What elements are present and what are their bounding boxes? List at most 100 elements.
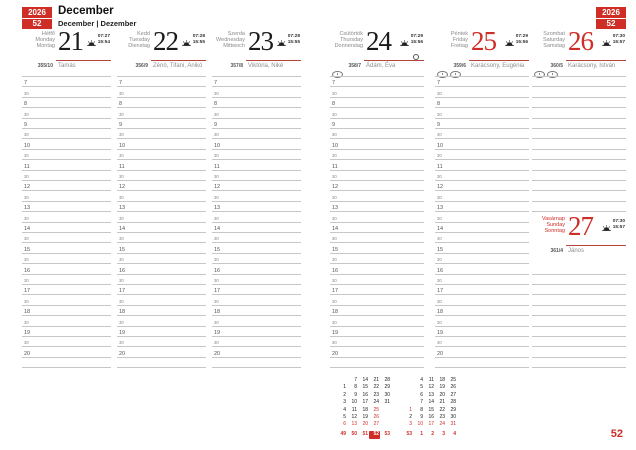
schedule-line[interactable]	[117, 252, 206, 254]
schedule-line[interactable]	[22, 86, 111, 88]
schedule-line[interactable]	[212, 148, 301, 150]
schedule-line[interactable]	[22, 263, 111, 265]
schedule-line[interactable]	[330, 148, 424, 150]
schedule-line[interactable]	[212, 159, 301, 161]
schedule-line[interactable]	[532, 190, 626, 192]
schedule-line[interactable]	[117, 273, 206, 275]
schedule-line[interactable]	[330, 180, 424, 181]
schedule-line[interactable]	[212, 96, 301, 98]
schedule-line[interactable]	[532, 128, 626, 129]
schedule-line[interactable]	[117, 148, 206, 150]
schedule-line[interactable]	[330, 138, 424, 140]
schedule-line[interactable]	[22, 117, 111, 119]
schedule-line[interactable]	[435, 273, 529, 275]
schedule-line[interactable]	[532, 294, 626, 296]
schedule-line[interactable]	[532, 148, 626, 150]
schedule-line[interactable]	[435, 180, 529, 181]
schedule-line[interactable]	[532, 367, 626, 369]
schedule-line[interactable]	[22, 138, 111, 140]
schedule-line[interactable]	[330, 336, 424, 337]
schedule-line[interactable]	[435, 107, 529, 109]
schedule-line[interactable]	[532, 200, 626, 202]
schedule-line[interactable]	[330, 86, 424, 88]
schedule-line[interactable]	[330, 169, 424, 171]
schedule-line[interactable]	[532, 96, 626, 98]
schedule-line[interactable]	[330, 96, 424, 98]
schedule-line[interactable]	[435, 200, 529, 202]
schedule-line[interactable]	[212, 356, 301, 358]
schedule-line[interactable]	[330, 273, 424, 275]
schedule-line[interactable]	[212, 252, 301, 254]
schedule-line[interactable]	[330, 315, 424, 317]
schedule-line[interactable]	[532, 169, 626, 171]
schedule-line[interactable]	[532, 273, 626, 275]
schedule-line[interactable]	[330, 356, 424, 358]
schedule-line[interactable]	[117, 221, 206, 223]
schedule-line[interactable]	[212, 232, 301, 233]
schedule-line[interactable]	[22, 356, 111, 358]
schedule-line[interactable]	[117, 200, 206, 202]
schedule-line[interactable]	[212, 325, 301, 327]
schedule-line[interactable]	[22, 273, 111, 275]
schedule-line[interactable]	[435, 315, 529, 317]
schedule-line[interactable]	[22, 315, 111, 317]
schedule-line[interactable]	[532, 76, 626, 77]
schedule-line[interactable]	[117, 263, 206, 265]
schedule-line[interactable]	[435, 117, 529, 119]
schedule-line[interactable]	[117, 325, 206, 327]
schedule-line[interactable]	[117, 96, 206, 98]
schedule-line[interactable]	[22, 336, 111, 337]
schedule-line[interactable]	[330, 232, 424, 233]
schedule-line[interactable]	[117, 284, 206, 285]
schedule-line[interactable]	[330, 128, 424, 129]
schedule-line[interactable]	[435, 263, 529, 265]
schedule-line[interactable]	[435, 159, 529, 161]
schedule-line[interactable]	[22, 128, 111, 129]
schedule-line[interactable]	[22, 76, 111, 77]
schedule-line[interactable]	[330, 200, 424, 202]
schedule-line[interactable]	[212, 76, 301, 77]
schedule-line[interactable]	[212, 336, 301, 337]
schedule-line[interactable]	[117, 315, 206, 317]
schedule-line[interactable]	[117, 336, 206, 337]
schedule-line[interactable]	[212, 367, 301, 369]
schedule-line[interactable]	[117, 117, 206, 119]
schedule-line[interactable]	[435, 367, 529, 369]
schedule-line[interactable]	[22, 211, 111, 213]
schedule-line[interactable]	[117, 76, 206, 77]
schedule-line[interactable]	[532, 315, 626, 317]
schedule-line[interactable]	[22, 304, 111, 306]
schedule-line[interactable]	[117, 232, 206, 233]
schedule-line[interactable]	[435, 242, 529, 244]
schedule-line[interactable]	[435, 211, 529, 213]
schedule-line[interactable]	[532, 86, 626, 88]
schedule-line[interactable]	[435, 356, 529, 358]
schedule-line[interactable]	[117, 190, 206, 192]
schedule-line[interactable]	[117, 367, 206, 369]
schedule-line[interactable]	[532, 211, 626, 213]
schedule-line[interactable]	[22, 367, 111, 369]
schedule-line[interactable]	[212, 138, 301, 140]
schedule-line[interactable]	[532, 356, 626, 358]
schedule-line[interactable]	[22, 169, 111, 171]
schedule-line[interactable]	[330, 159, 424, 161]
schedule-line[interactable]	[532, 325, 626, 327]
schedule-line[interactable]	[117, 304, 206, 306]
schedule-line[interactable]	[212, 180, 301, 181]
schedule-line[interactable]	[330, 304, 424, 306]
schedule-line[interactable]	[435, 221, 529, 223]
schedule-line[interactable]	[212, 304, 301, 306]
schedule-line[interactable]	[330, 346, 424, 348]
schedule-line[interactable]	[22, 200, 111, 202]
schedule-line[interactable]	[212, 346, 301, 348]
schedule-line[interactable]	[330, 190, 424, 192]
schedule-line[interactable]	[212, 273, 301, 275]
schedule-line[interactable]	[532, 346, 626, 348]
schedule-line[interactable]	[117, 169, 206, 171]
schedule-line[interactable]	[435, 325, 529, 327]
schedule-line[interactable]	[330, 107, 424, 109]
schedule-line[interactable]	[330, 76, 424, 77]
schedule-line[interactable]	[22, 148, 111, 150]
schedule-line[interactable]	[212, 294, 301, 296]
schedule-line[interactable]	[117, 159, 206, 161]
